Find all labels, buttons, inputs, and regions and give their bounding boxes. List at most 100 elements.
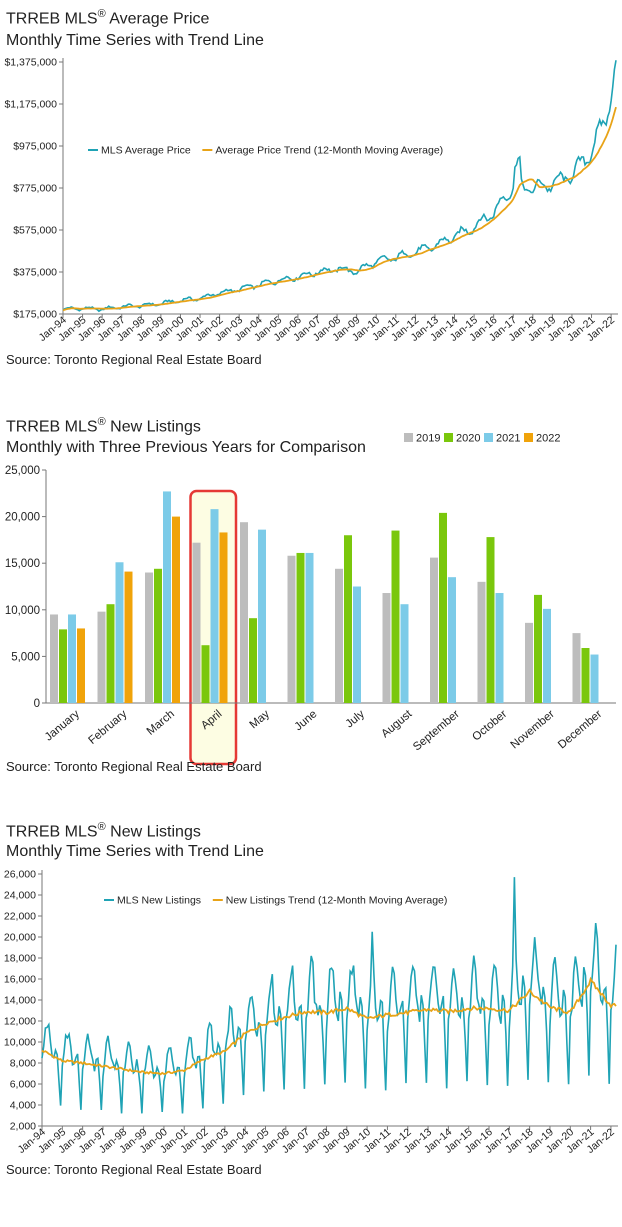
bar-2019-june <box>287 555 296 703</box>
bar-2021-january <box>68 614 76 703</box>
bar-2020-november <box>534 594 542 703</box>
legend-swatch-2022 <box>524 433 533 442</box>
legend-label-2019: 2019 <box>416 433 440 445</box>
bar-2022-january <box>77 628 85 703</box>
bar-2019-january <box>50 614 58 703</box>
chart3-title: TRREB MLS® New Listings <box>6 821 201 841</box>
y-tick-label: 25,000 <box>5 465 40 477</box>
new-listings-bar-chart: 0 5,000 10,000 15,000 20,000 25,000 January Feb… <box>5 433 616 766</box>
bar-2019-may <box>240 522 248 703</box>
bar-2021-april <box>210 509 219 703</box>
bar-2021-may <box>258 529 266 703</box>
bar-2021-november <box>543 608 551 703</box>
x-tick-label-september: September <box>411 708 462 753</box>
y-tick-label: 6,000 <box>10 1079 36 1091</box>
bar-2021-december <box>590 654 599 703</box>
bar-2022-march <box>172 516 180 703</box>
bar-2020-december <box>581 648 590 703</box>
bar-2020-may <box>249 618 257 703</box>
y-tick-label: 26,000 <box>4 869 36 881</box>
legend-label-2020: 2020 <box>456 433 480 445</box>
y-tick-label: $1,175,000 <box>4 99 57 111</box>
x-tick-label-march: March <box>145 708 177 738</box>
y-tick-label: 15,000 <box>5 558 40 570</box>
y-tick-label: 16,000 <box>4 974 36 986</box>
bar-2019-march <box>145 572 153 703</box>
y-tick-label: 20,000 <box>4 932 36 944</box>
legend-label-monthly: MLS Average Price <box>101 145 191 157</box>
bar-2022-april <box>219 532 228 703</box>
legend-label-trend: New Listings Trend (12-Month Moving Aver… <box>226 895 448 907</box>
bar-2020-april <box>201 645 210 703</box>
y-tick-label: 14,000 <box>4 995 36 1007</box>
bar-2021-july <box>353 586 361 703</box>
bar-2019-december <box>572 633 581 703</box>
series-line-mls-average-price <box>62 60 617 313</box>
x-tick-label-october: October <box>470 708 509 744</box>
bar-2019-november <box>525 622 533 703</box>
legend-swatch-2020 <box>444 433 453 442</box>
y-tick-label: 0 <box>34 698 40 710</box>
y-tick-label: 20,000 <box>5 512 40 524</box>
bar-2021-august <box>400 604 409 703</box>
bar-2020-june <box>296 552 305 703</box>
x-tick-label-december: December <box>556 708 604 751</box>
average-price-chart: $175,000 $375,000 $575,000 $775,000 $975,000… <box>4 57 618 344</box>
y-tick-label: 10,000 <box>4 1037 36 1049</box>
bar-2020-september <box>439 512 447 703</box>
bar-2020-october <box>486 537 495 703</box>
legend-label-2022: 2022 <box>536 433 560 445</box>
chart1-source: Source: Toronto Regional Real Estate Boa… <box>6 352 262 367</box>
series-line-trend <box>41 976 617 1076</box>
chart3-source: Source: Toronto Regional Real Estate Boa… <box>6 1162 262 1177</box>
y-tick-label: 8,000 <box>10 1058 36 1070</box>
chart1-title: TRREB MLS® Average Price <box>6 8 210 28</box>
legend-label-trend: Average Price Trend (12-Month Moving Ave… <box>215 145 443 157</box>
bar-2019-september <box>430 557 438 703</box>
y-tick-label: 12,000 <box>4 1016 36 1028</box>
bar-2020-march <box>154 568 162 703</box>
y-tick-label: 5,000 <box>11 651 40 663</box>
y-tick-label: $375,000 <box>13 267 57 279</box>
y-tick-label: 22,000 <box>4 911 36 923</box>
y-tick-label: $1,375,000 <box>4 57 57 69</box>
y-tick-label: 10,000 <box>5 605 40 617</box>
chart3-subtitle: Monthly Time Series with Trend Line <box>6 843 264 860</box>
chart1-subtitle: Monthly Time Series with Trend Line <box>6 32 264 49</box>
bar-2021-june <box>305 552 314 703</box>
bar-2022-february <box>124 571 133 703</box>
y-tick-label: 18,000 <box>4 953 36 965</box>
chart2-subtitle: Monthly with Three Previous Years for Co… <box>6 439 366 456</box>
y-tick-label: $975,000 <box>13 141 57 153</box>
y-tick-label: 2,000 <box>10 1121 36 1133</box>
legend-label-monthly: MLS New Listings <box>117 895 201 907</box>
series-line-mls-new-listings <box>41 877 617 1114</box>
bar-2019-august <box>382 593 391 703</box>
x-tick-label-july: July <box>344 708 368 730</box>
legend-label-2021: 2021 <box>496 433 520 445</box>
legend-swatch-2021 <box>484 433 493 442</box>
bar-2019-april <box>192 542 201 703</box>
bar-2019-july <box>335 568 343 703</box>
bar-2020-july <box>344 535 352 703</box>
y-tick-label: 4,000 <box>10 1100 36 1112</box>
bar-2021-october <box>495 593 504 703</box>
bar-2020-february <box>106 604 115 703</box>
bar-2021-march <box>163 491 171 703</box>
y-tick-label: $775,000 <box>13 183 57 195</box>
x-tick-label-february: February <box>86 708 129 747</box>
bar-2021-february <box>115 562 124 703</box>
bar-2021-september <box>448 577 456 703</box>
bar-2020-january <box>59 629 67 703</box>
series-line-trend <box>62 106 617 312</box>
x-tick-label-august: August <box>379 708 415 741</box>
x-tick-label-january: January <box>43 708 82 744</box>
chart2-title: TRREB MLS® New Listings <box>6 416 201 436</box>
y-tick-label: $575,000 <box>13 225 57 237</box>
new-listings-line-chart: 2,000 4,000 6,000 8,000 10,000 12,000 14,000 16… <box>4 869 618 1156</box>
chart2-source: Source: Toronto Regional Real Estate Boa… <box>6 759 262 774</box>
legend-swatch-2019 <box>404 433 413 442</box>
y-tick-label: 24,000 <box>4 890 36 902</box>
y-tick-label: $175,000 <box>13 309 57 321</box>
x-tick-label-june: June <box>293 708 320 733</box>
